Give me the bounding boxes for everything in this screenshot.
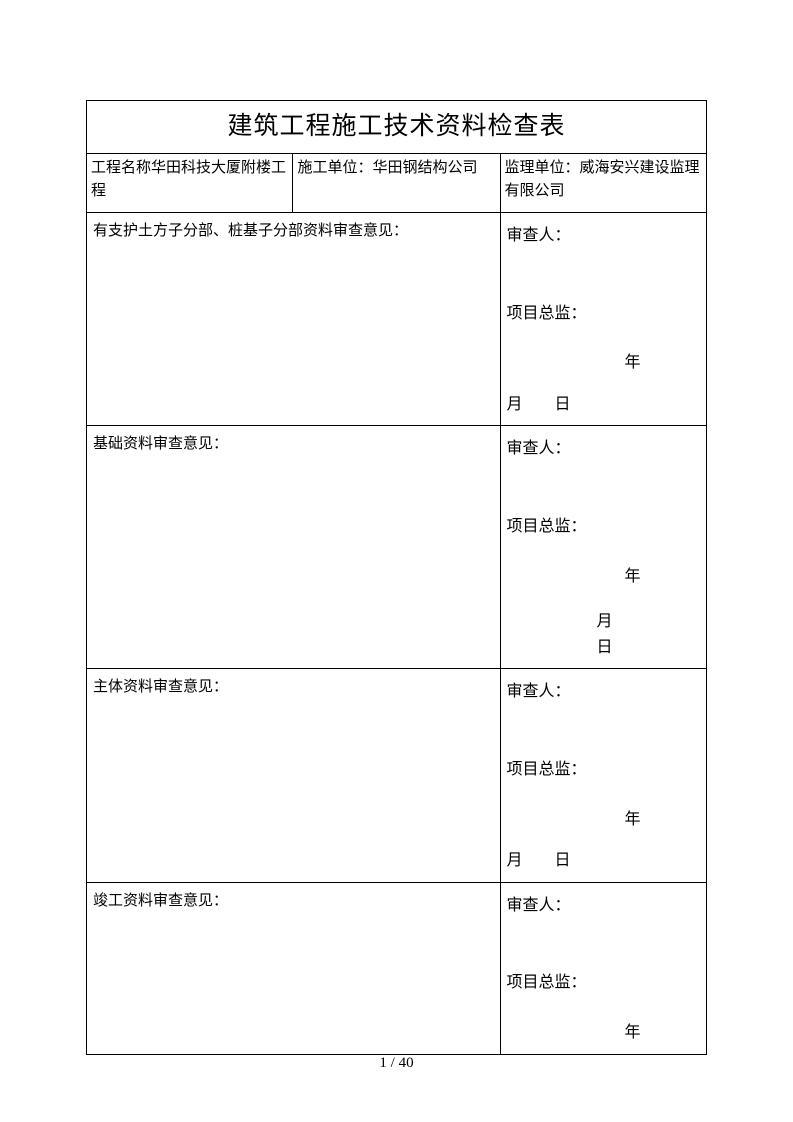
opinion-right-1: 审查人： 项目总监： 年 月 日 xyxy=(500,213,706,426)
director-label: 项目总监： xyxy=(507,301,700,327)
table-title: 建筑工程施工技术资料检查表 xyxy=(87,101,707,154)
construction-unit-cell: 施工单位：华田钢结构公司 xyxy=(293,154,500,213)
director-label: 项目总监： xyxy=(507,757,700,783)
director-label: 项目总监： xyxy=(507,970,700,996)
month-day-label: 月 日 xyxy=(507,848,700,874)
opinion-left-4: 竣工资料审查意见： xyxy=(87,882,501,1054)
opinion-right-4: 审查人： 项目总监： 年 xyxy=(500,882,706,1054)
opinion-left-2: 基础资料审查意见： xyxy=(87,426,501,669)
page-number: 1 / 40 xyxy=(0,1055,793,1072)
reviewer-label: 审查人： xyxy=(507,893,700,919)
opinion-right-3: 审查人： 项目总监： 年 月 日 xyxy=(500,669,706,882)
opinion-left-3: 主体资料审查意见： xyxy=(87,669,501,882)
inspection-table: 建筑工程施工技术资料检查表 工程名称华田科技大厦附楼工程 施工单位：华田钢结构公… xyxy=(86,100,707,1055)
opinion-left-1: 有支护土方子分部、桩基子分部资料审查意见： xyxy=(87,213,501,426)
month-day-label: 月 日 xyxy=(507,392,700,418)
year-label: 年 xyxy=(507,1020,700,1046)
opinion-right-2: 审查人： 项目总监： 年 月 日 xyxy=(500,426,706,669)
year-label: 年 xyxy=(507,350,700,376)
month-day-label: 月 日 xyxy=(507,609,700,660)
supervision-unit-cell: 监理单位：威海安兴建设监理有限公司 xyxy=(500,154,706,213)
reviewer-label: 审查人： xyxy=(507,679,700,705)
year-label: 年 xyxy=(507,564,700,590)
project-name-cell: 工程名称华田科技大厦附楼工程 xyxy=(87,154,293,213)
reviewer-label: 审查人： xyxy=(507,436,700,462)
form-page: 建筑工程施工技术资料检查表 工程名称华田科技大厦附楼工程 施工单位：华田钢结构公… xyxy=(0,0,793,1055)
year-label: 年 xyxy=(507,807,700,833)
director-label: 项目总监： xyxy=(507,514,700,540)
reviewer-label: 审查人： xyxy=(507,223,700,249)
